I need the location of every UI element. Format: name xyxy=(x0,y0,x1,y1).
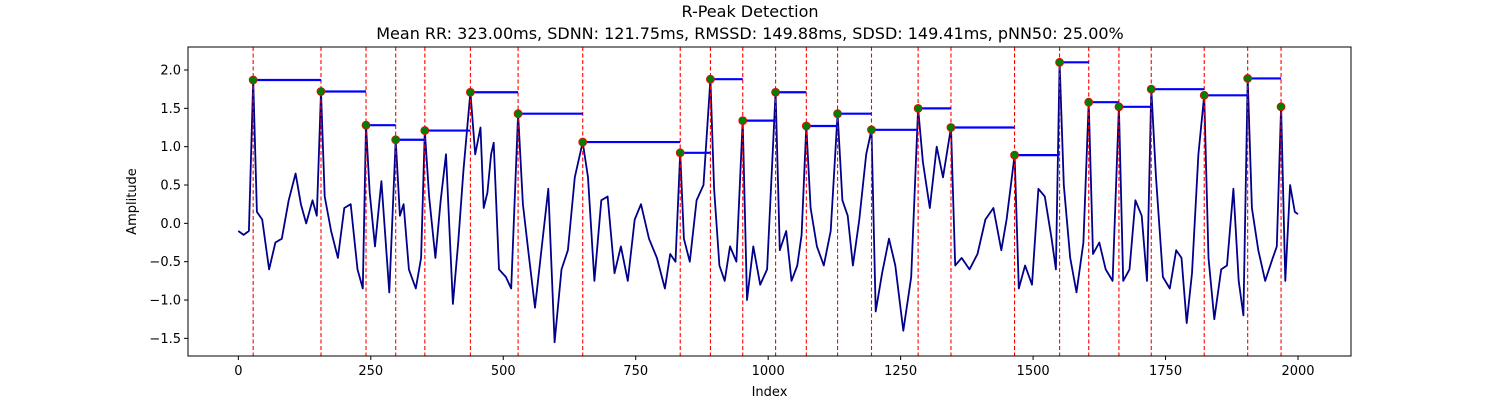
peak-marker-11 xyxy=(771,87,780,97)
peak-marker-9 xyxy=(706,74,715,84)
x-tick-label-0: 0 xyxy=(234,364,242,379)
y-tick-label-5: 1.0 xyxy=(160,140,181,155)
chart-title: R-Peak Detection xyxy=(681,2,819,21)
peak-marker-3 xyxy=(391,135,401,145)
peak-marker-17 xyxy=(1010,150,1019,160)
peak-marker-16 xyxy=(946,123,956,132)
peak-marker-7 xyxy=(578,137,588,147)
x-tick-label-1: 250 xyxy=(358,364,383,379)
peak-marker-5 xyxy=(466,87,475,97)
y-tick-label-7: 2.0 xyxy=(160,64,181,79)
y-tick-label-0: −1.5 xyxy=(149,332,181,347)
peak-marker-1 xyxy=(316,87,326,96)
peak-marker-21 xyxy=(1146,84,1156,94)
y-tick-label-6: 1.5 xyxy=(160,102,181,117)
x-tick-label-6: 1500 xyxy=(1017,364,1050,379)
peak-marker-18 xyxy=(1055,57,1064,67)
peak-marker-14 xyxy=(867,125,876,135)
peak-marker-0 xyxy=(248,75,258,85)
y-axis-label: Amplitude xyxy=(125,168,140,235)
x-axis-label: Index xyxy=(752,385,788,400)
plot-frame xyxy=(187,46,1352,357)
peak-marker-13 xyxy=(833,109,842,119)
signal-line xyxy=(237,61,1299,344)
x-tick-label-2: 500 xyxy=(491,364,516,379)
peak-marker-10 xyxy=(738,116,748,126)
y-tick-label-1: −1.0 xyxy=(149,294,181,309)
peak-marker-20 xyxy=(1114,102,1124,112)
peak-marker-8 xyxy=(675,148,685,158)
peak-marker-12 xyxy=(801,121,811,131)
x-tick-label-7: 1750 xyxy=(1149,364,1182,379)
peak-marker-22 xyxy=(1199,90,1209,100)
chart-subtitle: Mean RR: 323.00ms, SDNN: 121.75ms, RMSSD… xyxy=(376,24,1124,43)
y-tick-label-2: −0.5 xyxy=(149,255,181,270)
peak-marker-24 xyxy=(1276,102,1286,112)
x-tick-label-5: 1250 xyxy=(884,364,917,379)
peak-marker-6 xyxy=(513,109,523,119)
peak-marker-23 xyxy=(1243,74,1253,83)
peak-marker-4 xyxy=(420,126,430,135)
x-tick-label-8: 2000 xyxy=(1281,364,1314,379)
x-tick-label-3: 750 xyxy=(623,364,648,379)
peak-marker-15 xyxy=(913,103,923,113)
peak-marker-19 xyxy=(1084,97,1094,107)
y-tick-label-4: 0.5 xyxy=(160,179,181,194)
peak-marker-2 xyxy=(361,120,371,130)
y-tick-label-3: 0.0 xyxy=(160,217,181,232)
x-tick-label-4: 1000 xyxy=(752,364,785,379)
